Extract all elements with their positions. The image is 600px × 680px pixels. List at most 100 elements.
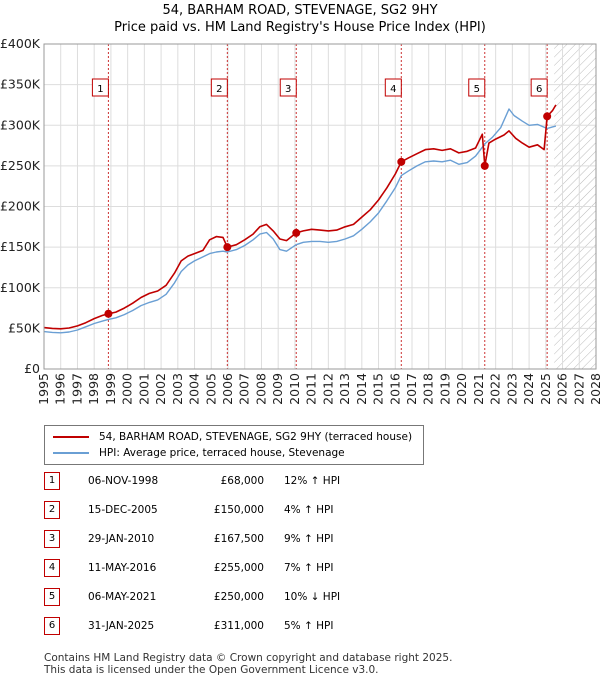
row-hpi: 9% ↑ HPI	[284, 533, 334, 545]
row-price: £311,000	[213, 620, 264, 632]
x-tick-label: 2018	[421, 373, 436, 405]
sale-point	[480, 161, 489, 170]
x-tick-label: 2008	[253, 373, 268, 405]
x-tick-label: 2001	[136, 373, 151, 405]
sale-number-label: 1	[97, 84, 103, 95]
sale-point	[397, 157, 406, 166]
sale-number-box	[530, 78, 548, 97]
price-paid-line	[43, 104, 557, 330]
x-tick-label: 2026	[555, 373, 570, 405]
sale-number-box	[91, 78, 109, 97]
x-tick-label: 2017	[404, 373, 419, 405]
y-tick-label: £350K	[0, 77, 41, 92]
x-tick-label: 2004	[187, 373, 202, 405]
footer-line1: Contains HM Land Registry data © Crown c…	[44, 652, 453, 664]
x-tick-label: 1999	[103, 373, 118, 405]
x-tick-label: 2022	[488, 373, 503, 405]
x-tick-label: 2020	[454, 373, 469, 405]
row-hpi: 10% ↓ HPI	[284, 591, 341, 603]
x-tick-label: 1997	[69, 373, 84, 405]
x-tick-label: 2014	[354, 373, 369, 405]
y-tick-label: £300K	[0, 117, 41, 132]
row-number: 4	[44, 559, 60, 577]
y-tick-label: £200K	[0, 199, 41, 214]
table-row: 6 31-JAN-2025 £311,000 5% ↑ HPI	[44, 617, 384, 635]
y-tick-label: £400K	[0, 36, 41, 51]
row-number: 6	[44, 617, 60, 635]
row-hpi: 4% ↑ HPI	[284, 504, 334, 516]
table-row: 1 06-NOV-1998 £68,000 12% ↑ HPI	[44, 472, 384, 490]
x-tick-label: 2027	[571, 373, 586, 405]
sale-point	[543, 112, 552, 121]
legend-label-price: 54, BARHAM ROAD, STEVENAGE, SG2 9HY (ter…	[99, 431, 413, 443]
table-row: 4 11-MAY-2016 £255,000 7% ↑ HPI	[44, 559, 384, 577]
row-date: 06-NOV-1998	[88, 475, 159, 487]
sale-number-label: 3	[285, 84, 291, 95]
x-tick-label: 2010	[287, 373, 302, 405]
row-price: £167,500	[213, 533, 264, 545]
x-tick-label: 1998	[86, 373, 101, 405]
x-tick-label: 2021	[471, 373, 486, 405]
x-tick-label: 2012	[320, 373, 335, 405]
row-price: £150,000	[213, 504, 264, 516]
sale-number-box	[210, 78, 228, 97]
legend-swatch-price	[53, 436, 89, 438]
sale-number-box	[384, 78, 402, 97]
x-tick-label: 2015	[371, 373, 386, 405]
x-tick-label: 2003	[170, 373, 185, 405]
x-tick-label: 2007	[237, 373, 252, 405]
x-tick-label: 2016	[387, 373, 402, 405]
sale-number-box	[468, 78, 486, 97]
sale-number-label: 5	[474, 84, 480, 95]
x-tick-label: 2028	[588, 373, 600, 405]
row-date: 15-DEC-2005	[88, 504, 158, 516]
y-tick-label: £50K	[8, 320, 41, 335]
y-tick-label: £0	[24, 361, 40, 376]
x-tick-label: 1996	[53, 373, 68, 405]
row-number: 1	[44, 472, 60, 490]
legend-label-hpi: HPI: Average price, terraced house, Stev…	[99, 447, 345, 459]
row-price: £255,000	[213, 562, 264, 574]
price-chart: £0 £50K £100K £150K £200K £250K £300K £350K £400…	[0, 36, 600, 405]
sale-number-box	[279, 78, 297, 97]
row-number: 3	[44, 530, 60, 548]
y-tick-label: £100K	[0, 280, 41, 295]
x-tick-label: 2013	[337, 373, 352, 405]
x-tick-label: 2025	[538, 373, 553, 405]
table-row: 5 06-MAY-2021 £250,000 10% ↓ HPI	[44, 588, 384, 606]
row-price: £68,000	[220, 475, 264, 487]
sale-point	[104, 309, 113, 318]
row-date: 29-JAN-2010	[88, 533, 155, 545]
y-tick-label: £150K	[0, 239, 41, 254]
row-hpi: 7% ↑ HPI	[284, 562, 334, 574]
x-tick-label: 2002	[153, 373, 168, 405]
row-number: 2	[44, 501, 60, 519]
sale-number-label: 6	[536, 84, 542, 95]
sale-number-label: 2	[216, 84, 222, 95]
sale-point	[292, 228, 301, 237]
x-tick-label: 2009	[270, 373, 285, 405]
x-tick-label: 2011	[304, 373, 319, 405]
x-tick-label: 2023	[504, 373, 519, 405]
hpi-line	[43, 108, 557, 334]
y-tick-label: £250K	[0, 158, 41, 173]
row-number: 5	[44, 588, 60, 606]
x-tick-label: 2005	[203, 373, 218, 405]
x-tick-label: 1995	[36, 373, 51, 405]
footer-line2: This data is licensed under the Open Gov…	[44, 664, 379, 676]
footer: Contains HM Land Registry data © Crown c…	[44, 652, 452, 676]
row-date: 06-MAY-2021	[88, 591, 157, 603]
x-tick-label: 2019	[437, 373, 452, 405]
row-hpi: 5% ↑ HPI	[284, 620, 334, 632]
x-tick-label: 2024	[521, 373, 536, 405]
chart-title: 54, BARHAM ROAD, STEVENAGE, SG2 9HY Pric…	[0, 2, 600, 36]
row-date: 31-JAN-2025	[88, 620, 155, 632]
legend-swatch-hpi	[53, 452, 89, 454]
chart-title-line1: 54, BARHAM ROAD, STEVENAGE, SG2 9HY	[162, 3, 438, 18]
plot-frame	[43, 43, 597, 370]
table-row: 2 15-DEC-2005 £150,000 4% ↑ HPI	[44, 501, 384, 519]
row-hpi: 12% ↑ HPI	[284, 475, 341, 487]
row-date: 11-MAY-2016	[88, 562, 157, 574]
x-tick-label: 2006	[220, 373, 235, 405]
sale-number-label: 4	[390, 84, 396, 95]
